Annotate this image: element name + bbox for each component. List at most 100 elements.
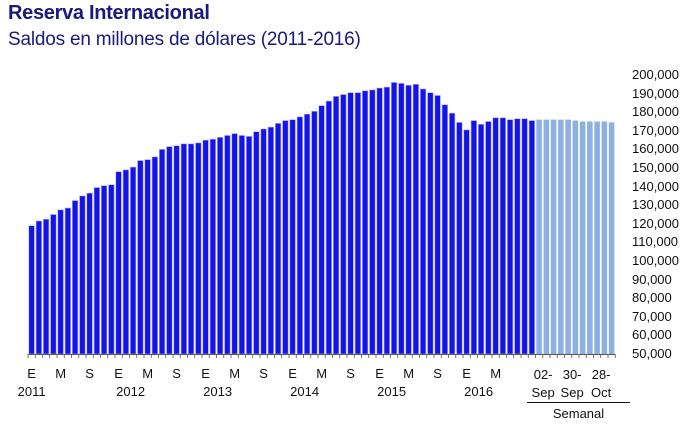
monthly-bar — [217, 137, 224, 355]
monthly-bar — [86, 192, 93, 355]
monthly-bar — [246, 136, 253, 355]
monthly-bar — [470, 120, 477, 355]
monthly-bar — [35, 220, 42, 355]
x-month-label: M — [142, 366, 154, 381]
weekly-bar — [543, 119, 550, 354]
monthly-bar — [108, 184, 115, 355]
y-tick-label: 80,000 — [632, 290, 672, 306]
monthly-bar — [101, 185, 108, 355]
monthly-bar — [354, 92, 361, 355]
monthly-bar — [159, 149, 166, 355]
x-month-label: S — [346, 366, 355, 381]
y-tick-label: 130,000 — [632, 197, 679, 213]
monthly-bar — [144, 159, 151, 355]
monthly-bar — [253, 131, 260, 355]
x-week-label: 30- Sep — [560, 367, 584, 400]
monthly-bar — [390, 82, 398, 355]
y-tick-label: 200,000 — [632, 67, 679, 82]
x-month-label: E — [288, 366, 297, 381]
monthly-bar — [209, 138, 216, 355]
x-year-label: 2013 — [203, 384, 233, 399]
x-month-label: S — [259, 366, 268, 381]
monthly-bar — [50, 214, 57, 355]
monthly-bar — [325, 100, 332, 355]
monthly-bar — [57, 209, 64, 355]
x-month-label: S — [85, 366, 94, 381]
monthly-bar — [369, 89, 376, 355]
monthly-bar — [528, 120, 535, 355]
monthly-bar — [42, 218, 50, 355]
x-month-label: M — [403, 366, 415, 381]
x-month-label: M — [490, 366, 502, 381]
monthly-bar — [477, 123, 485, 355]
monthly-bar — [340, 94, 347, 355]
monthly-bar — [267, 126, 274, 355]
weekly-bar — [550, 119, 557, 354]
monthly-bar — [427, 92, 434, 355]
x-month-label: E — [375, 366, 384, 381]
y-tick-label: 150,000 — [632, 160, 679, 175]
x-year-label: 2016 — [464, 384, 494, 399]
monthly-bar — [238, 135, 245, 355]
y-tick-label: 60,000 — [632, 327, 672, 343]
monthly-bar — [332, 96, 340, 355]
x-month-label: M — [316, 366, 328, 381]
monthly-bar — [202, 139, 209, 355]
y-tick-label: 170,000 — [632, 122, 679, 138]
monthly-bar — [224, 135, 231, 355]
monthly-bar — [289, 119, 296, 355]
x-year-label: 2014 — [290, 384, 320, 399]
monthly-bar — [311, 110, 318, 355]
monthly-bar — [376, 87, 383, 355]
weekly-bar — [601, 121, 608, 354]
monthly-bar — [412, 84, 419, 355]
monthly-bar — [130, 166, 137, 355]
monthly-bar — [28, 225, 35, 355]
monthly-bar — [448, 112, 456, 355]
monthly-bar — [361, 90, 369, 355]
y-tick-label: 100,000 — [632, 253, 679, 268]
monthly-bar — [405, 84, 412, 355]
y-tick-label: 160,000 — [632, 141, 679, 157]
x-month-label: M — [55, 366, 67, 381]
monthly-bar — [282, 120, 289, 355]
monthly-bar — [72, 200, 79, 355]
chart-title: Reserva Internacional — [8, 2, 210, 24]
monthly-bar — [180, 143, 187, 355]
x-year-label: 2012 — [116, 384, 146, 399]
weekly-group-divider — [527, 402, 630, 403]
y-tick-label: 90,000 — [632, 271, 672, 287]
x-year-label: 2015 — [377, 384, 407, 399]
weekly-bar — [558, 119, 564, 354]
monthly-bar — [115, 171, 122, 355]
monthly-bar — [463, 129, 470, 355]
y-tick-label: 140,000 — [632, 178, 679, 194]
monthly-bar — [419, 88, 427, 355]
y-tick-label: 120,000 — [632, 215, 679, 231]
monthly-bar — [296, 116, 303, 355]
x-month-label: E — [27, 366, 36, 381]
monthly-bar — [122, 169, 129, 355]
monthly-bar — [521, 118, 528, 355]
monthly-bar — [137, 160, 144, 355]
x-month-label: E — [201, 366, 210, 381]
y-tick-label: 110,000 — [632, 234, 679, 250]
monthly-bar — [506, 119, 514, 355]
monthly-bar — [274, 123, 282, 355]
monthly-bar — [151, 156, 158, 355]
x-month-label: S — [433, 366, 442, 381]
x-week-label: 28- Oct — [591, 367, 612, 400]
weekly-bar — [594, 121, 600, 354]
chart-subtitle: Saldos en millones de dólares (2011-2016… — [8, 29, 361, 50]
monthly-bar — [499, 117, 506, 355]
monthly-bar — [347, 92, 354, 355]
y-tick-label: 180,000 — [632, 104, 679, 120]
monthly-bar — [485, 121, 492, 355]
y-tick-label: 50,000 — [632, 346, 672, 361]
weekly-bar — [565, 119, 571, 354]
monthly-bar — [383, 86, 390, 355]
monthly-bar — [492, 117, 499, 355]
weekly-bar — [587, 121, 593, 354]
